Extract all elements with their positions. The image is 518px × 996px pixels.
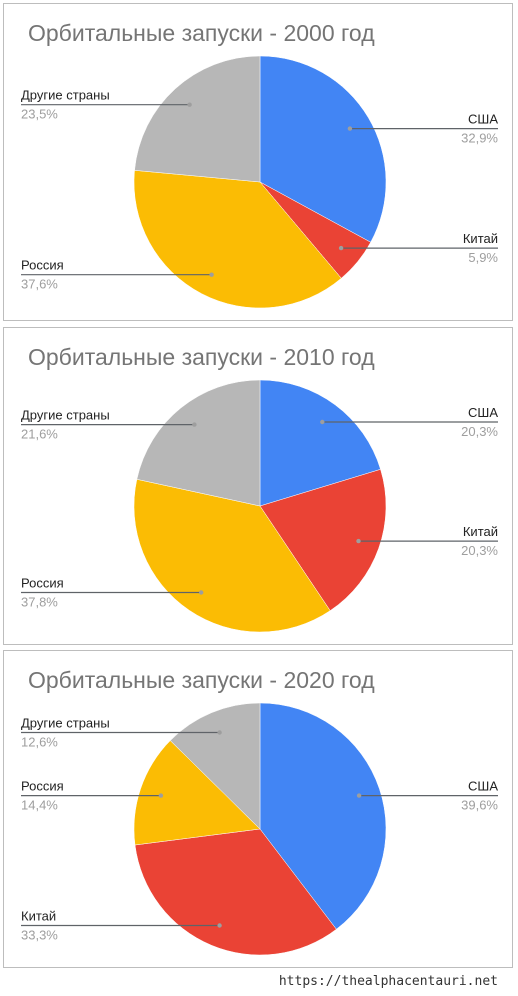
slice-value-label: 37,8% [21, 595, 58, 610]
pie-chart-2000: США 32,9% Китай 5,9% Россия 37,6% Другие стран… [21, 55, 498, 309]
slice-label: Другие страны [21, 88, 110, 103]
chart-title: Орбитальные запуски - 2000 год [28, 20, 375, 46]
slice-value-label: 20,3% [461, 543, 498, 558]
leader-dot [187, 102, 192, 107]
pie-slice-другие-страны [169, 702, 261, 830]
slice-value-label: 5,9% [468, 250, 498, 265]
pie-slice-россия [133, 170, 342, 309]
slice-label: Китай [463, 524, 498, 539]
leader-dot [217, 923, 222, 928]
leader-dot [217, 730, 222, 735]
slice-value-label: 37,6% [21, 277, 58, 292]
slice-label: Китай [21, 909, 56, 924]
leader-dot [356, 793, 362, 798]
pie-slice-китай [134, 828, 337, 956]
pie-slice-сша [259, 55, 387, 243]
pie-slice-сша [259, 379, 381, 507]
chart-panel-2020: Орбитальные запуски - 2020 год США 39,6% К… [3, 650, 513, 968]
slice-label: Другие страны [21, 408, 110, 423]
slice-label: США [468, 112, 498, 127]
slice-value-label: 14,4% [21, 798, 58, 813]
pie-slice-китай [259, 469, 387, 612]
pie-slice-сша [259, 702, 387, 930]
slice-value-label: 21,6% [21, 427, 58, 442]
leader-dot [347, 126, 353, 131]
pie-chart-2010: США 20,3% Китай 20,3% Россия 37,8% Другие стра… [21, 379, 498, 633]
leader-dot [338, 245, 344, 251]
slice-value-label: 20,3% [461, 424, 498, 439]
pie-slice-другие-страны [136, 379, 261, 507]
slice-value-label: 32,9% [461, 131, 498, 146]
leader-dot [209, 272, 214, 277]
chart-panel-2010: Орбитальные запуски - 2010 год США 20,3% К… [3, 327, 513, 645]
slice-value-label: 33,3% [21, 928, 58, 943]
source-url: https://thealphacentauri.net [278, 974, 498, 989]
chart-title: Орбитальные запуски - 2020 год [28, 667, 375, 693]
pie-slice-россия [133, 478, 331, 633]
slice-label: Россия [21, 258, 64, 273]
leader-dot [320, 419, 325, 425]
pie-slice-россия [133, 740, 261, 846]
leader-dot [356, 538, 361, 544]
slice-label: Россия [21, 779, 64, 794]
slice-value-label: 12,6% [21, 735, 58, 750]
leader-dot [199, 590, 204, 595]
slice-label: США [468, 405, 498, 420]
slice-value-label: 23,5% [21, 107, 58, 122]
chart-title: Орбитальные запуски - 2010 год [28, 344, 375, 370]
pie-chart-2020: США 39,6% Китай 33,3% Россия 14,4% Другие стра… [21, 702, 498, 956]
slice-label: Китай [463, 231, 498, 246]
slice-label: Россия [21, 576, 64, 591]
leader-dot [158, 793, 164, 798]
pie-slice-другие-страны [134, 55, 261, 183]
leader-dot [192, 422, 197, 427]
chart-panel-2000: Орбитальные запуски - 2000 год США 32,9% К… [3, 3, 513, 321]
slice-label: США [468, 779, 498, 794]
slice-label: Другие страны [21, 716, 110, 731]
slice-value-label: 39,6% [461, 798, 498, 813]
